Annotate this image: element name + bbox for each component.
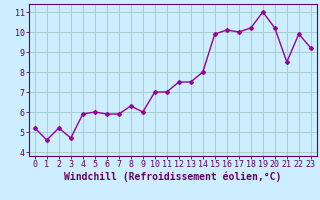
X-axis label: Windchill (Refroidissement éolien,°C): Windchill (Refroidissement éolien,°C) xyxy=(64,172,282,182)
